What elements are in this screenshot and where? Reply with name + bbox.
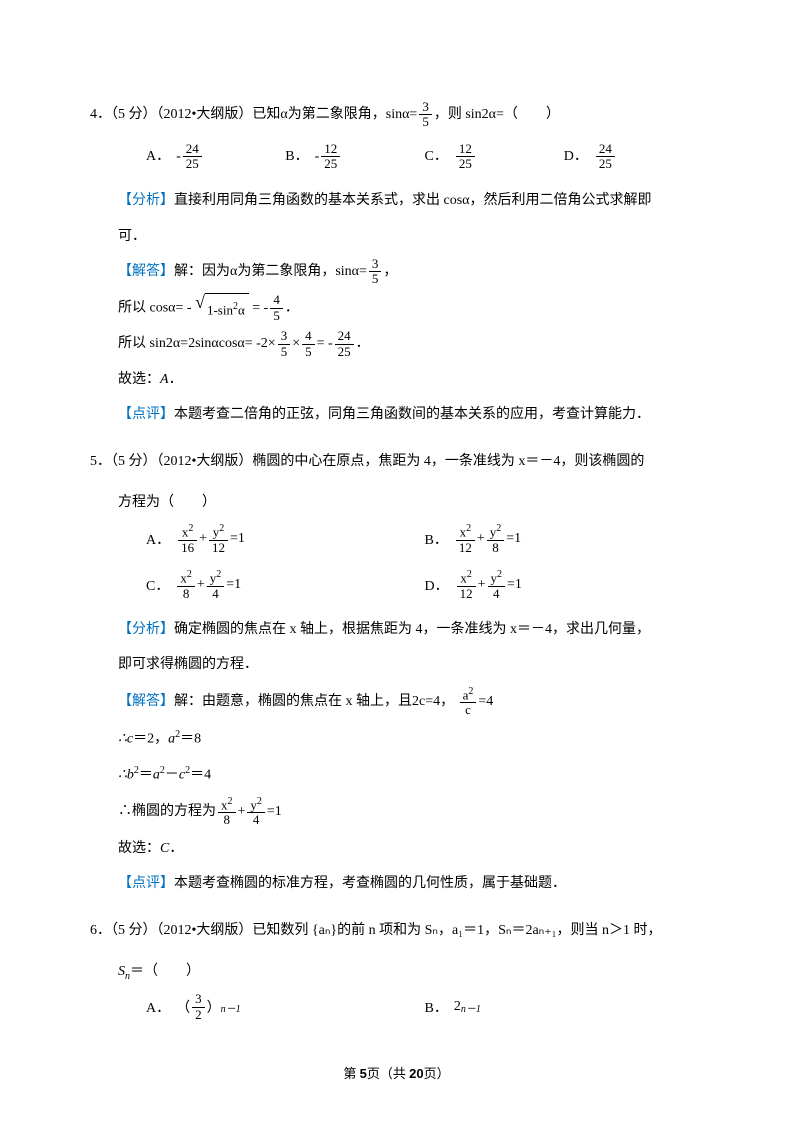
- q4-answer-line2: 所以 cosα= - √1-sin2α = -45．: [90, 293, 703, 324]
- q6-option-a: A．（32）n－1: [146, 992, 425, 1022]
- question-5: 5．（5 分）（2012•大纲版）椭圆的中心在原点，焦距为 4，一条准线为 x＝…: [90, 448, 703, 899]
- q6-option-b: B．2n－1: [425, 992, 704, 1022]
- q4-analysis: 【分析】直接利用同角三角函数的基本关系式，求出 cosα，然后利用二倍角公式求解…: [90, 186, 703, 215]
- q6-number: 6．: [90, 923, 111, 938]
- q5-options: A．x216+y212=1 B．x212+y28=1 C．x28+y24=1 D…: [90, 523, 703, 615]
- q4-option-a: A．-2425: [146, 142, 285, 173]
- q4-option-b: B．-1225: [285, 142, 424, 173]
- fraction: 35: [419, 100, 432, 130]
- q4-number: 4．: [90, 107, 111, 122]
- q4-answer-line3: 所以 sin2α=2sinαcosα= -2×35×45= -2425．: [90, 329, 703, 359]
- q5-analysis: 【分析】确定椭圆的焦点在 x 轴上，根据焦距为 4，一条准线为 x＝－4，求出几…: [90, 615, 703, 644]
- question-6: 6．（5 分）（2012•大纲版）已知数列 {aₙ}的前 n 项和为 Sₙ，a₁…: [90, 917, 703, 1036]
- q5-option-c: C．x28+y24=1: [146, 569, 425, 601]
- q4-option-d: D．2425: [564, 142, 703, 173]
- q5-option-a: A．x216+y212=1: [146, 523, 425, 555]
- q5-answer-line4: ∴椭圆的方程为x28+y24=1: [90, 796, 703, 828]
- q4-answer-line1: 【解答】解：因为α为第二象限角，sinα=35，: [90, 257, 703, 287]
- q4-stem: 4．（5 分）（2012•大纲版）已知α为第二象限角，sinα=35，则 sin…: [90, 100, 703, 130]
- q5-option-d: D．x212+y24=1: [425, 569, 704, 601]
- q6-stem: 6．（5 分）（2012•大纲版）已知数列 {aₙ}的前 n 项和为 Sₙ，a₁…: [90, 917, 703, 945]
- q5-number: 5．: [90, 454, 111, 469]
- q4-conclude: 故选：A．: [90, 365, 703, 394]
- q5-answer-line3: ∴b2＝a2－c2＝4: [90, 760, 703, 790]
- q6-options: A．（32）n－1 B．2n－1: [90, 992, 703, 1036]
- q4-review: 【点评】本题考查二倍角的正弦，同角三角函数间的基本关系的应用，考查计算能力．: [90, 400, 703, 429]
- q4-options: A．-2425 B．-1225 C．1225 D．2425: [90, 142, 703, 173]
- q5-answer-line2: ∴c＝2，a2＝8: [90, 724, 703, 754]
- q5-stem: 5．（5 分）（2012•大纲版）椭圆的中心在原点，焦距为 4，一条准线为 x＝…: [90, 448, 703, 476]
- q5-option-b: B．x212+y28=1: [425, 523, 704, 555]
- q4-option-c: C．1225: [425, 142, 564, 173]
- q5-conclude: 故选：C．: [90, 834, 703, 863]
- question-4: 4．（5 分）（2012•大纲版）已知α为第二象限角，sinα=35，则 sin…: [90, 100, 703, 430]
- page-footer: 第 5页（共 20页）: [0, 1063, 793, 1082]
- q5-review: 【点评】本题考查椭圆的标准方程，考查椭圆的几何性质，属于基础题．: [90, 869, 703, 898]
- sqrt-icon: √1-sin2α: [195, 293, 249, 324]
- q5-answer-line1: 【解答】解：由题意，椭圆的焦点在 x 轴上，且2c=4， a2c=4: [90, 686, 703, 718]
- q6-stem-line2: Sn＝（ ）: [90, 957, 703, 987]
